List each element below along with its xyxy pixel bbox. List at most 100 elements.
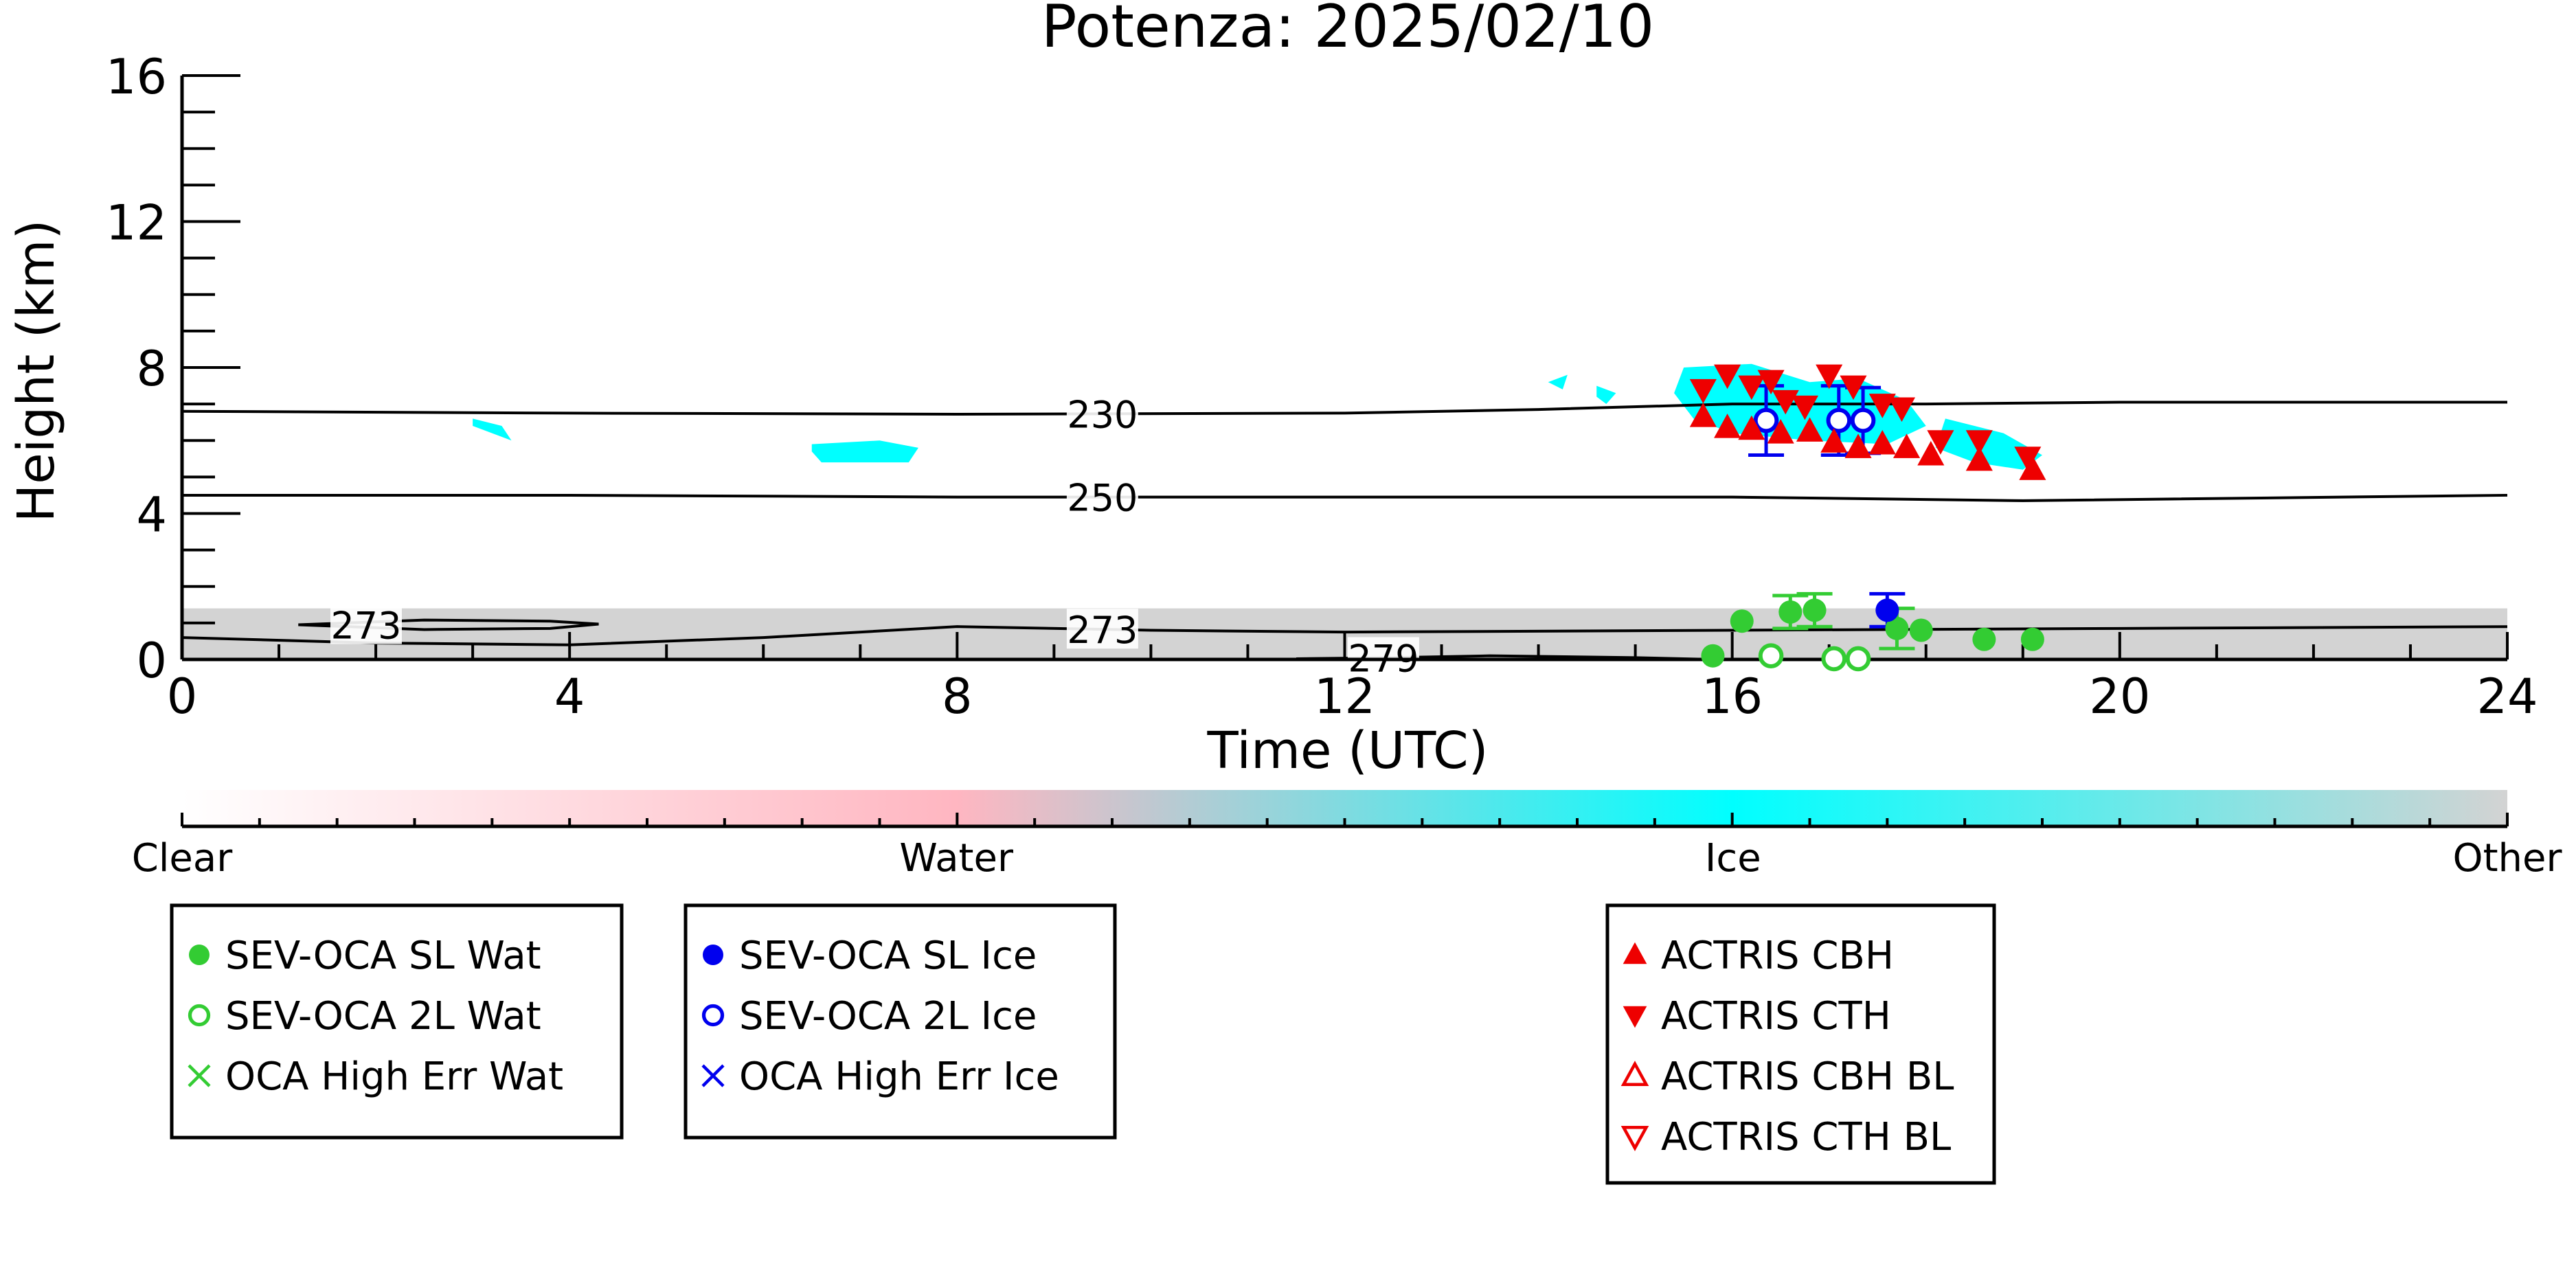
data-point bbox=[1844, 433, 1872, 458]
data-point bbox=[1826, 407, 1852, 433]
legend-label: SEV-OCA 2L Wat bbox=[225, 994, 541, 1039]
ice-region bbox=[811, 440, 918, 463]
plot-axes: 0 4 8 12 16 20 24 0 4 8 12 16 bbox=[106, 49, 2538, 725]
legend-label: ACTRIS CTH BL bbox=[1661, 1115, 1951, 1160]
data-point bbox=[1738, 415, 1765, 440]
colorbar-label: Water bbox=[899, 836, 1014, 881]
data-point bbox=[1730, 609, 1754, 633]
legend-label: ACTRIS CTH bbox=[1661, 994, 1891, 1039]
contour-label-bg bbox=[1066, 476, 1138, 517]
legend: SEV-OCA SL Wat SEV-OCA 2L Wat OCA High Err… bbox=[170, 903, 1996, 1185]
data-point bbox=[1689, 403, 1717, 427]
data-point bbox=[1972, 627, 1996, 651]
contour-label-bg bbox=[1066, 609, 1138, 649]
data-point bbox=[1840, 375, 1867, 400]
chart-title: Potenza: 2025/02/10 bbox=[1041, 0, 1654, 61]
data-point bbox=[1888, 397, 1916, 422]
contour-label: 250 bbox=[1067, 477, 1138, 520]
data-point bbox=[1917, 440, 1945, 466]
data-point bbox=[1791, 395, 1818, 420]
data-point bbox=[1816, 364, 1843, 389]
ice-region bbox=[1935, 418, 2042, 470]
legend-label: SEV-OCA SL Ice bbox=[739, 934, 1037, 978]
legend-label: SEV-OCA SL Wat bbox=[225, 934, 541, 978]
legend-label: ACTRIS CBH BL bbox=[1661, 1054, 1954, 1099]
x-tick-label: 16 bbox=[1702, 668, 1763, 725]
data-point bbox=[1821, 646, 1847, 672]
legend-box bbox=[683, 903, 1117, 1140]
data-point bbox=[1965, 430, 1993, 455]
colorbar-label: Other bbox=[2452, 836, 2562, 881]
data-point bbox=[1868, 429, 1896, 455]
y-tick-label: 12 bbox=[106, 195, 167, 251]
legend-marker bbox=[703, 945, 723, 965]
data-point bbox=[2014, 447, 2042, 471]
ice-region bbox=[473, 418, 512, 441]
legend-marker bbox=[1620, 1126, 1649, 1151]
x-tick-label: 0 bbox=[167, 668, 198, 725]
data-point bbox=[1701, 644, 1725, 668]
data-point bbox=[1714, 414, 1741, 438]
data-point bbox=[1714, 364, 1741, 389]
data-point bbox=[1927, 430, 1954, 455]
legend-marker bbox=[188, 1004, 211, 1027]
colorbar-label: Ice bbox=[1705, 836, 1761, 881]
category-colorbar: Clear Water Ice Other bbox=[132, 790, 2562, 881]
data-point bbox=[1753, 407, 1779, 433]
data-point bbox=[1803, 598, 1827, 622]
plot-background bbox=[182, 363, 2507, 659]
contour-label-bg bbox=[330, 604, 402, 644]
legend-marker bbox=[1623, 942, 1647, 964]
contour-label-bg bbox=[1066, 393, 1138, 433]
contour-line bbox=[181, 400, 2507, 416]
data-point bbox=[2020, 627, 2044, 651]
y-tick-label: 8 bbox=[136, 341, 167, 397]
data-point bbox=[1893, 433, 1921, 458]
legend-label: SEV-OCA 2L Ice bbox=[739, 994, 1037, 1039]
data-point bbox=[1796, 417, 1824, 442]
legend-label: OCA High Err Ice bbox=[739, 1054, 1059, 1099]
x-tick-label: 24 bbox=[2476, 668, 2538, 725]
x-axis-label: Time (UTC) bbox=[1206, 721, 1488, 780]
legend-label: OCA High Err Wat bbox=[225, 1054, 563, 1099]
data-point bbox=[1845, 646, 1871, 672]
x-tick-label: 12 bbox=[1314, 668, 1375, 725]
legend-marker bbox=[189, 945, 210, 965]
data-point bbox=[1875, 598, 1899, 622]
data-point bbox=[1758, 643, 1784, 668]
contour-label: 230 bbox=[1067, 393, 1138, 436]
data-point bbox=[1885, 616, 1909, 640]
ice-region bbox=[1548, 374, 1568, 389]
data-point bbox=[1850, 407, 1876, 433]
y-tick-label: 0 bbox=[136, 633, 167, 689]
data-point bbox=[1767, 419, 1794, 444]
legend-box bbox=[1605, 903, 1996, 1185]
data-point bbox=[1738, 375, 1765, 400]
contour-label-bg bbox=[1347, 637, 1419, 677]
legend-marker bbox=[1620, 1061, 1649, 1086]
legend-marker bbox=[188, 1064, 211, 1087]
contour-label: 273 bbox=[330, 605, 401, 648]
x-tick-label: 8 bbox=[942, 668, 973, 725]
legend-box bbox=[170, 903, 624, 1140]
contour-line bbox=[298, 618, 599, 631]
data-point bbox=[1909, 618, 1933, 642]
data-point bbox=[1689, 379, 1717, 404]
contour-label: 273 bbox=[1067, 609, 1138, 652]
data-markers bbox=[1689, 364, 2046, 672]
data-point bbox=[1820, 428, 1848, 453]
colorbar-label: Clear bbox=[132, 836, 233, 881]
legend-marker bbox=[701, 1064, 725, 1087]
x-tick-label: 20 bbox=[2089, 668, 2150, 725]
y-axis-label: Height (km) bbox=[7, 220, 66, 523]
data-point bbox=[1965, 446, 1993, 471]
data-point bbox=[1868, 394, 1896, 418]
legend-marker bbox=[701, 1004, 725, 1027]
data-point bbox=[1778, 600, 1803, 624]
data-point bbox=[1757, 370, 1785, 395]
contour-line bbox=[182, 493, 2508, 502]
legend-label: ACTRIS CBH bbox=[1661, 934, 1894, 978]
x-tick-label: 4 bbox=[554, 668, 585, 725]
